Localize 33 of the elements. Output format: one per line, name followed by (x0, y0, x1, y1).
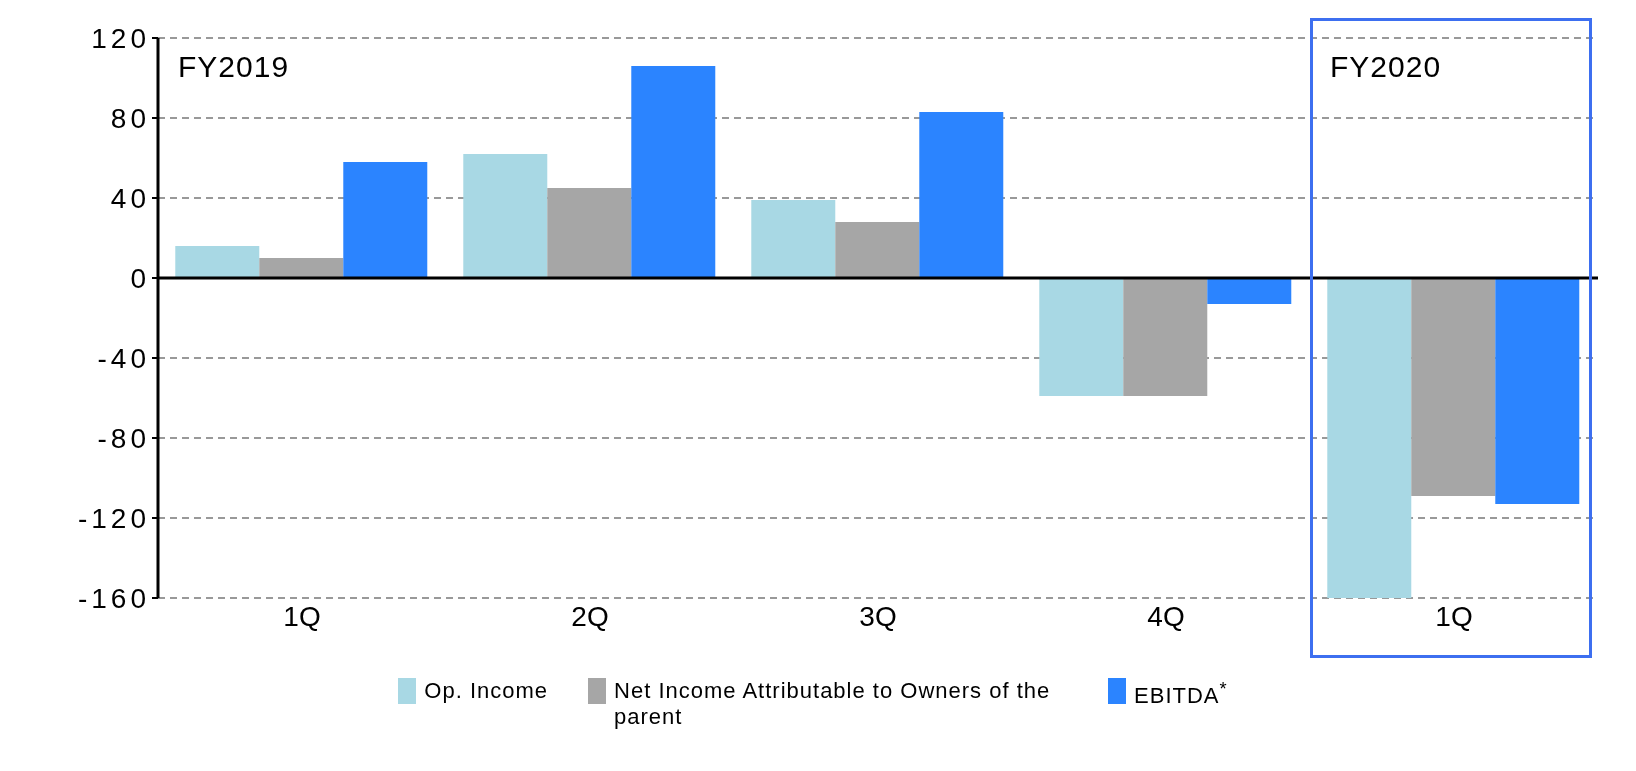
bar (1411, 278, 1496, 496)
y-tick-label: 80 (110, 102, 150, 134)
bar (751, 200, 836, 278)
bar (463, 154, 548, 278)
bar (835, 222, 920, 278)
legend-label: EBITDA$^{*}$ (1134, 678, 1228, 710)
annotation: FY2019 (178, 50, 290, 84)
y-tick-label: 40 (110, 182, 150, 214)
x-tick-label: 1Q (1435, 600, 1473, 632)
annotation: FY2020 (1330, 50, 1442, 84)
bar (631, 66, 716, 278)
legend-label: Net Income Attributable to Owners of the parent (614, 678, 1052, 730)
y-tick-label: 0 (130, 262, 150, 294)
legend-label: Op. Income (424, 678, 549, 704)
bar (175, 246, 260, 278)
bar (1495, 278, 1580, 504)
bar (1039, 278, 1124, 396)
bar (547, 188, 632, 278)
bar (343, 162, 428, 278)
x-tick-label: 4Q (1147, 600, 1185, 632)
y-tick-label: -40 (97, 342, 150, 374)
y-tick-label: -160 (77, 582, 150, 614)
x-tick-label: 3Q (859, 600, 897, 632)
bar (1207, 278, 1292, 304)
bar (259, 258, 344, 278)
bar (1327, 278, 1412, 598)
y-tick-label: -80 (97, 422, 150, 454)
bar (1123, 278, 1208, 396)
x-tick-label: 1Q (283, 600, 321, 632)
y-tick-label: -120 (77, 502, 150, 534)
y-tick-label: 120 (91, 22, 150, 54)
x-tick-label: 2Q (571, 600, 609, 632)
bar (919, 112, 1004, 278)
